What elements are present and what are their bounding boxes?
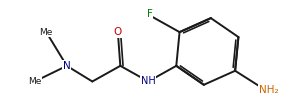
- Text: Me: Me: [28, 77, 41, 86]
- Text: F: F: [147, 9, 153, 19]
- Text: O: O: [114, 27, 122, 37]
- Text: NH₂: NH₂: [259, 85, 278, 95]
- Text: NH: NH: [141, 77, 156, 86]
- Text: Me: Me: [40, 28, 53, 37]
- Text: N: N: [63, 61, 71, 71]
